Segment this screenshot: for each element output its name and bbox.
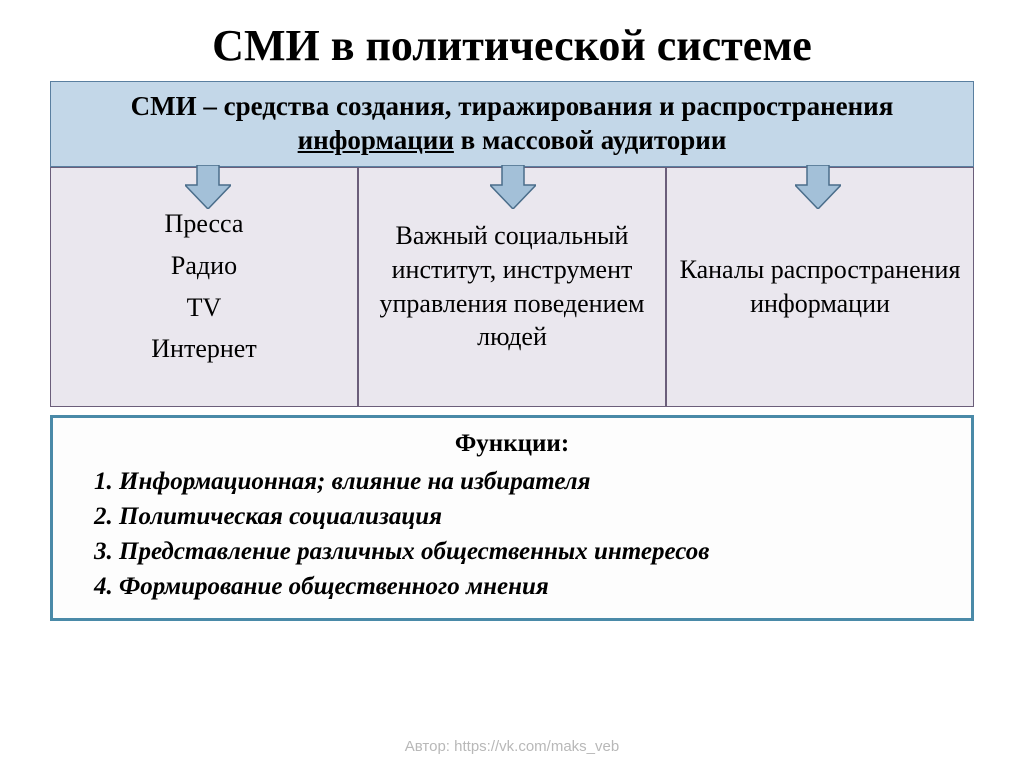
list-item: Представление различных общественных инт…: [119, 534, 941, 569]
slide-title: СМИ в политической системе: [50, 20, 974, 71]
list-item: Информационная; влияние на избирателя: [119, 464, 941, 499]
column-text: Важный социальный институт, инструмент у…: [367, 219, 657, 354]
list-item: Политическая социализация: [119, 499, 941, 534]
column-text: Каналы распространения информации: [675, 253, 965, 321]
functions-box: Функции: Информационная; влияние на изби…: [50, 415, 974, 621]
down-arrow-icon: [490, 165, 536, 209]
list-item: Радио: [59, 249, 349, 283]
down-arrow-icon: [185, 165, 231, 209]
definition-suffix: в массовой аудитории: [454, 125, 726, 155]
definition-underlined: информации: [298, 125, 454, 155]
author-footer: Автор: https://vk.com/maks_veb: [0, 738, 1024, 755]
list-item: Интернет: [59, 332, 349, 366]
functions-list: Информационная; влияние на избирателя По…: [83, 464, 941, 604]
list-item: Пресса: [59, 207, 349, 241]
functions-heading: Функции:: [83, 430, 941, 458]
list-item: TV: [59, 291, 349, 325]
down-arrow-icon: [795, 165, 841, 209]
definition-box: СМИ – средства создания, тиражирования и…: [50, 81, 974, 167]
definition-prefix: СМИ – средства создания, тиражирования и…: [131, 91, 894, 121]
list-item: Формирование общественного мнения: [119, 569, 941, 604]
